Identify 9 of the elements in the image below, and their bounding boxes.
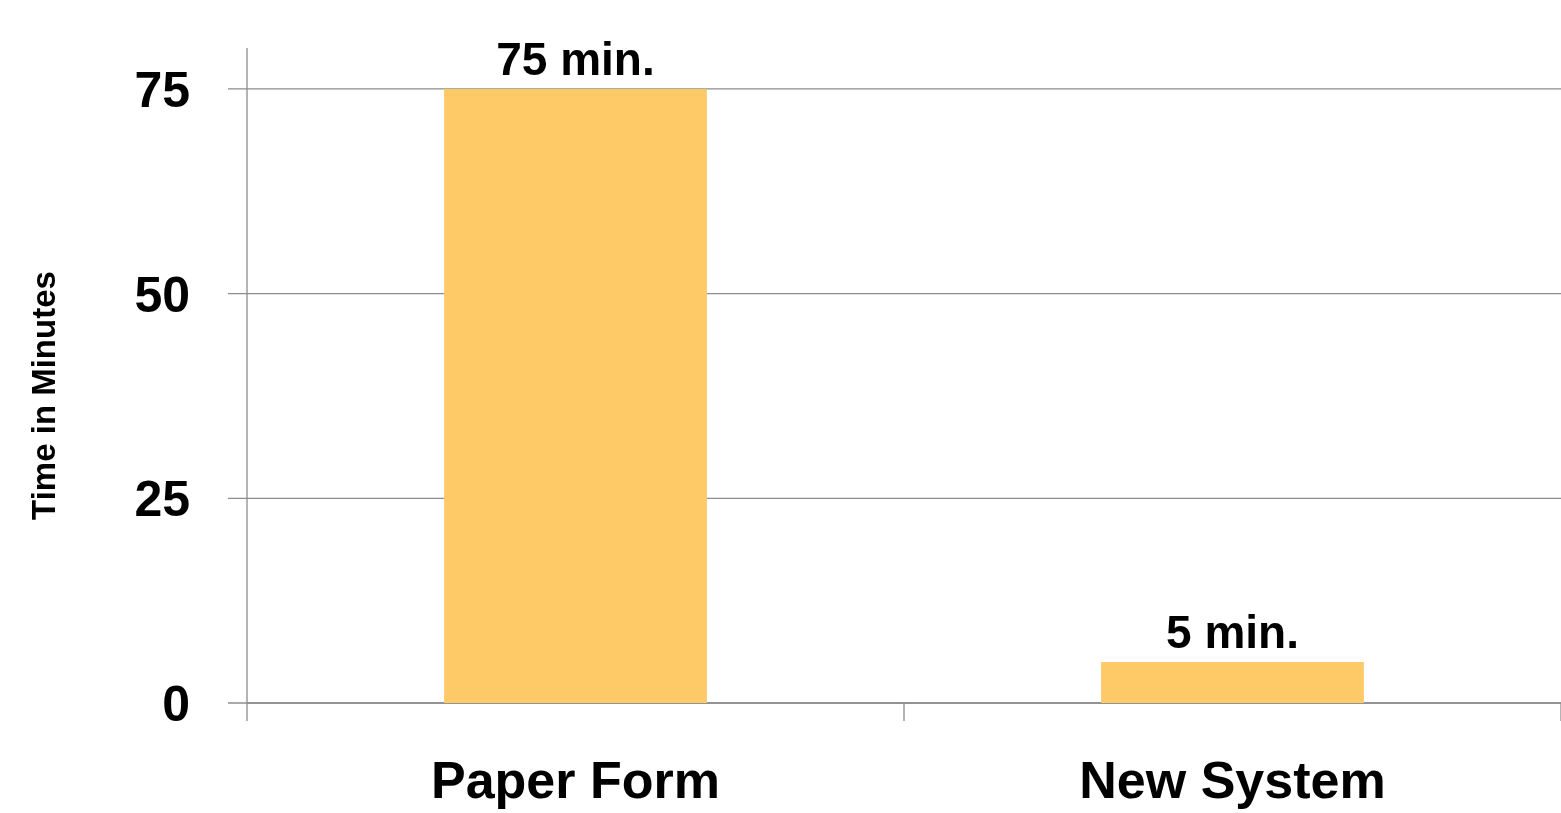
data-label: 5 min. [1166,606,1299,659]
data-label: 75 min. [496,32,655,85]
x-tick-label: New System [1079,751,1386,809]
x-tick-label: Paper Form [431,751,720,809]
y-axis-title: Time in Minutes [25,271,62,520]
y-tick-label: 75 [134,61,190,118]
y-tick-label: 0 [162,676,190,732]
y-tick-label: 25 [134,471,190,528]
y-tick-label: 50 [134,266,190,323]
